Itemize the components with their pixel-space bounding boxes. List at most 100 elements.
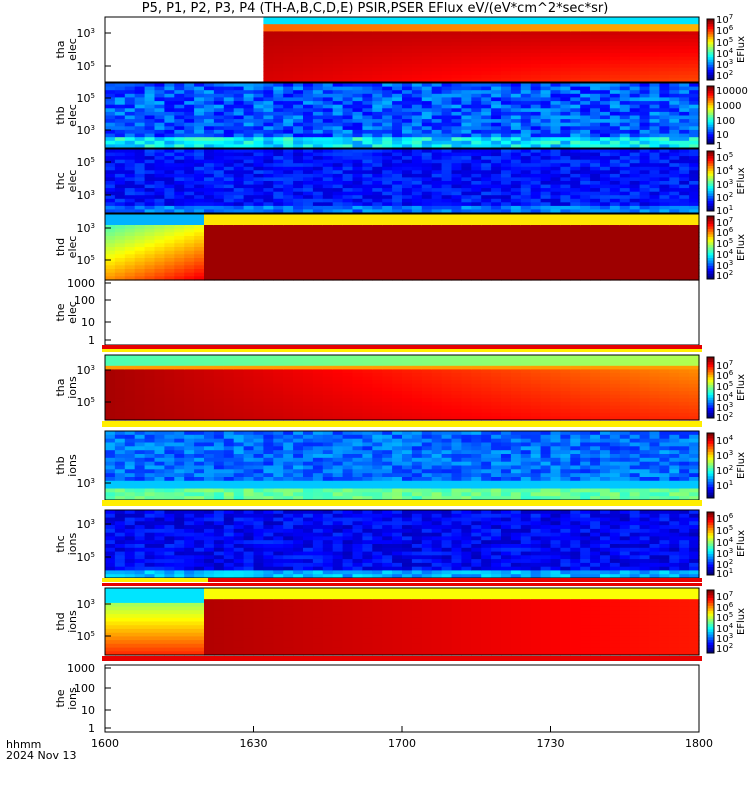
spectrogram-cell <box>204 173 215 179</box>
spectrogram-cell <box>372 83 383 88</box>
spectrogram-cell <box>312 362 324 367</box>
spectrogram-cell <box>689 217 700 222</box>
spectrogram-cell <box>669 20 680 25</box>
spectrogram-cell <box>352 97 363 102</box>
spectrogram-cell <box>154 358 165 363</box>
spectrogram-cell <box>312 78 324 83</box>
spectrogram-cell <box>154 391 165 396</box>
spectrogram-cell <box>560 250 571 255</box>
spectrogram-cell <box>639 38 651 43</box>
spectrogram-cell <box>501 31 512 36</box>
spectrogram-cell <box>342 74 354 79</box>
spectrogram-cell <box>679 20 690 25</box>
spectrogram-cell <box>303 101 314 106</box>
spectrogram-cell <box>431 383 443 389</box>
spectrogram-cell <box>520 90 532 95</box>
spectrogram-cell <box>402 258 413 263</box>
spectrogram-cell <box>629 232 641 237</box>
spectrogram-cell <box>659 232 670 237</box>
spectrogram-cell <box>659 122 670 127</box>
spectrogram-cell <box>223 217 235 222</box>
spectrogram-cell <box>491 401 502 407</box>
spectrogram-cell <box>164 228 175 233</box>
spectrogram-cell <box>134 156 146 161</box>
spectrogram-cell <box>243 362 255 367</box>
spectrogram-cell <box>639 205 651 211</box>
spectrogram-cell <box>540 152 552 157</box>
spectrogram-cell <box>204 383 215 389</box>
spectrogram-cell <box>392 272 403 277</box>
colorbar-cell <box>707 77 714 81</box>
spectrogram-cell <box>550 42 561 47</box>
spectrogram-cell <box>352 221 363 226</box>
spectrogram-cell <box>461 225 472 230</box>
spectrogram-cell <box>570 276 581 281</box>
spectrogram-cell <box>441 272 453 277</box>
spectrogram-cell <box>590 243 601 248</box>
spectrogram-cell <box>263 90 274 95</box>
spectrogram-cell <box>174 416 185 421</box>
spectrogram-cell <box>590 108 601 113</box>
spectrogram-cell <box>204 137 215 142</box>
spectrogram-cell <box>639 276 651 281</box>
spectrogram-cell <box>164 405 175 410</box>
spectrogram-cell <box>174 232 185 237</box>
colorbar-cell <box>707 242 714 246</box>
spectrogram-cell <box>471 78 482 83</box>
spectrogram-cell <box>441 38 453 43</box>
spectrogram-cell <box>530 60 542 65</box>
spectrogram-cell <box>461 391 472 396</box>
colorbar-cell <box>707 237 714 241</box>
spectrogram-cell <box>322 63 334 69</box>
spectrogram-cell <box>609 239 621 244</box>
colorbar-cell <box>707 168 714 172</box>
spectrogram-cell <box>510 412 522 417</box>
spectrogram-cell <box>293 365 304 370</box>
spectrogram-cell <box>144 247 156 252</box>
spectrogram-cell <box>154 254 165 259</box>
spectrogram-cell <box>312 119 324 124</box>
spectrogram-cell <box>491 144 502 149</box>
spectrogram-cell <box>402 173 413 179</box>
spectrogram-cell <box>392 35 403 40</box>
spectrogram-cell <box>164 276 175 281</box>
spectrogram-cell <box>550 83 561 88</box>
spectrogram-cell <box>659 42 670 47</box>
spectrogram-cell <box>253 181 264 186</box>
spectrogram-cell <box>609 221 621 226</box>
spectrogram-cell <box>382 391 393 396</box>
spectrogram-cell <box>560 149 571 154</box>
spectrogram-cell <box>689 250 700 255</box>
spectrogram-cell <box>481 111 492 117</box>
spectrogram-cell <box>679 53 690 58</box>
spectrogram-cell <box>134 195 146 200</box>
spectrogram-cell <box>510 71 522 76</box>
spectrogram-cell <box>520 140 532 145</box>
spectrogram-cell <box>154 276 165 281</box>
spectrogram-cell <box>451 239 462 244</box>
spectrogram-cell <box>441 129 453 135</box>
spectrogram-cell <box>629 191 641 196</box>
spectrogram-cell <box>689 49 700 54</box>
spectrogram-cell <box>491 129 502 135</box>
spectrogram-cell <box>243 93 255 98</box>
spectrogram-cell <box>679 184 690 189</box>
spectrogram-cell <box>580 236 591 241</box>
spectrogram-cell <box>293 31 304 36</box>
spectrogram-cell <box>550 97 561 102</box>
spectrogram-cell <box>580 78 591 83</box>
spectrogram-cell <box>629 152 641 157</box>
spectrogram-cell <box>560 115 571 120</box>
colorbar-label: EFlux <box>736 167 747 194</box>
spectrogram-cell <box>421 152 433 157</box>
spectrogram-cell <box>679 272 690 277</box>
spectrogram-cell <box>303 133 314 138</box>
spectrogram-cell <box>402 394 413 399</box>
spectrogram-cell <box>560 133 571 138</box>
spectrogram-cell <box>342 31 354 36</box>
spectrogram-cell <box>233 236 245 241</box>
spectrogram-cell <box>134 383 146 389</box>
spectrogram-cell <box>461 265 472 270</box>
spectrogram-cell <box>263 137 274 142</box>
spectrogram-cell <box>600 60 611 65</box>
